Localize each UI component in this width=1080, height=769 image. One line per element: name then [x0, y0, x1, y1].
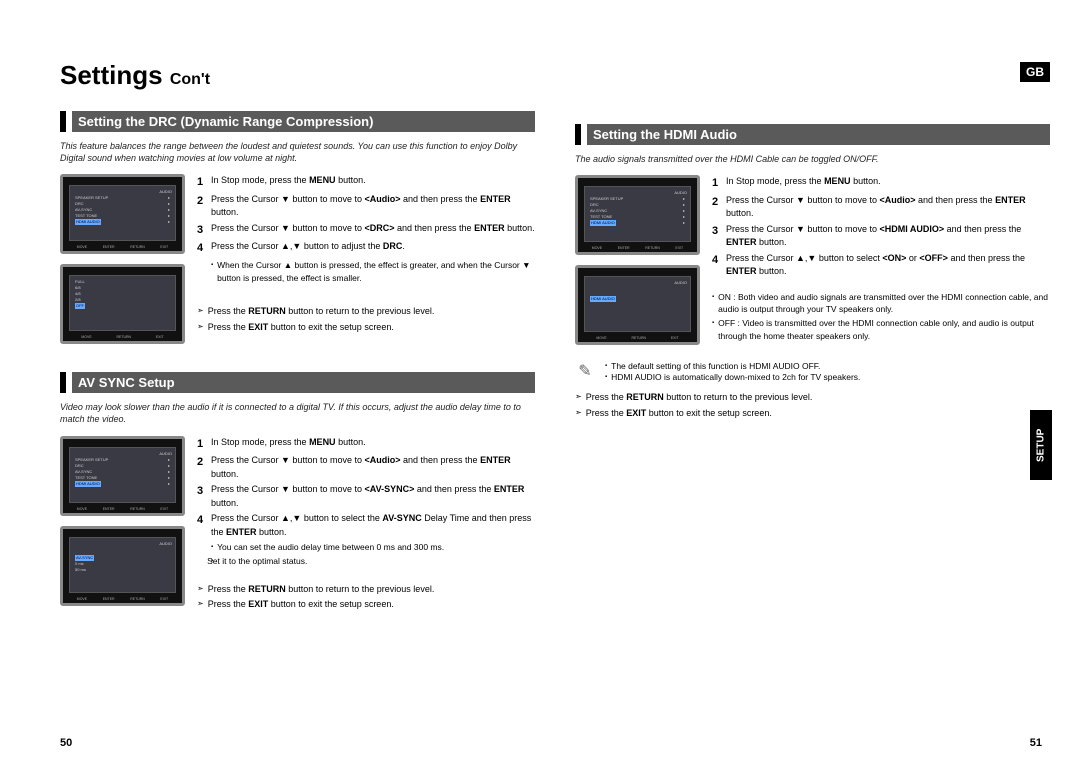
- section-title-drc: Setting the DRC (Dynamic Range Compressi…: [72, 111, 535, 132]
- sub-bullet: Set it to the optimal status.: [211, 555, 535, 568]
- step-text: Press the Cursor ▲,▼ button to adjust th…: [211, 240, 405, 257]
- onoff-bullet: OFF : Video is transmitted over the HDMI…: [712, 317, 1050, 343]
- page-left: Settings Con't Setting the DRC (Dynamic …: [60, 60, 535, 749]
- step-text: Press the Cursor ▲,▼ button to select th…: [211, 512, 535, 539]
- section-accent: [575, 124, 581, 145]
- screenshot-thumb: AUDIO SPEAKER SETUP▸ DRC▸ AV-SYNC▸ TEST …: [60, 436, 185, 516]
- footer-line: Press the EXIT button to exit the setup …: [197, 321, 535, 335]
- footer-line: Press the EXIT button to exit the setup …: [197, 598, 535, 612]
- sub-bullet: You can set the audio delay time between…: [211, 541, 535, 554]
- page-number-left: 50: [60, 737, 72, 749]
- footer-line: Press the RETURN button to return to the…: [197, 583, 535, 597]
- title-cont: Con't: [170, 71, 210, 88]
- page-number-right: 51: [1030, 737, 1042, 749]
- intro-avsync: Video may look slower than the audio if …: [60, 401, 535, 425]
- screenshot-thumb: AUDIO AV-SYNC 0 ms 50 ms MOVEENTERRETURN…: [60, 526, 185, 606]
- note-icon: ✎: [575, 361, 595, 381]
- step-text: Press the Cursor ▼ button to move to <Au…: [211, 193, 535, 220]
- note-bullet: The default setting of this function is …: [605, 361, 1050, 371]
- screenshot-thumb: AUDIO SPEAKER SETUP▸ DRC▸ AV-SYNC▸ TEST …: [575, 175, 700, 255]
- title-main: Settings: [60, 60, 163, 90]
- step-text: In Stop mode, press the MENU button.: [726, 175, 881, 192]
- page-title: Settings Con't: [60, 60, 535, 91]
- section-accent: [60, 372, 66, 393]
- section-title-hdmi: Setting the HDMI Audio: [587, 124, 1050, 145]
- step-text: Press the Cursor ▼ button to move to <HD…: [726, 223, 1050, 250]
- step-text: Press the Cursor ▼ button to move to <Au…: [726, 194, 1050, 221]
- intro-drc: This feature balances the range between …: [60, 140, 535, 164]
- step-text: Press the Cursor ▼ button to move to <Au…: [211, 454, 535, 481]
- footer-line: Press the EXIT button to exit the setup …: [575, 407, 1050, 421]
- intro-hdmi: The audio signals transmitted over the H…: [575, 153, 1050, 165]
- note-bullet: HDMI AUDIO is automatically down-mixed t…: [605, 372, 1050, 382]
- screenshot-thumb: AUDIO SPEAKER SETUP▸ DRC▸ AV-SYNC▸ TEST …: [60, 174, 185, 254]
- step-text: In Stop mode, press the MENU button.: [211, 436, 366, 453]
- step-text: Press the Cursor ▲,▼ button to select <O…: [726, 252, 1050, 279]
- section-title-avsync: AV SYNC Setup: [72, 372, 535, 393]
- screenshot-thumb: FULL 6/8 4/8 2/8 OFF MOVERETURNEXIT: [60, 264, 185, 344]
- screenshot-thumb: AUDIO HDMI AUDIO MOVERETURNEXIT: [575, 265, 700, 345]
- sub-bullet: When the Cursor ▲ button is pressed, the…: [211, 259, 535, 285]
- onoff-bullet: ON : Both video and audio signals are tr…: [712, 291, 1050, 317]
- step-text: In Stop mode, press the MENU button.: [211, 174, 366, 191]
- step-text: Press the Cursor ▼ button to move to <AV…: [211, 483, 535, 510]
- page-right: Setting the HDMI Audio The audio signals…: [575, 60, 1050, 749]
- section-accent: [60, 111, 66, 132]
- footer-line: Press the RETURN button to return to the…: [197, 305, 535, 319]
- footer-line: Press the RETURN button to return to the…: [575, 391, 1050, 405]
- step-text: Press the Cursor ▼ button to move to <DR…: [211, 222, 535, 239]
